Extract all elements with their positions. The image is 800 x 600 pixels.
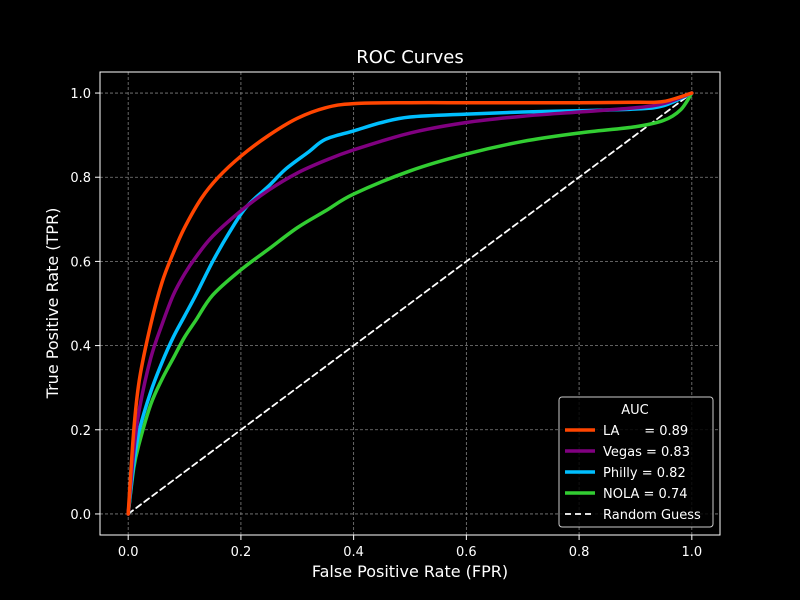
x-axis-ticks: 0.0 0.2 0.4 0.6 0.8 1.0 (118, 535, 702, 560)
legend-label-la: LA = 0.89 (603, 424, 688, 439)
series-line-nola (126, 91, 694, 516)
series-layer (126, 91, 694, 516)
x-tick-label: 1.0 (681, 545, 702, 560)
legend-box (558, 396, 714, 528)
legend-label-philly: Philly = 0.82 (603, 466, 686, 481)
y-tick-label: 1.0 (70, 87, 91, 102)
chart-title: ROC Curves (356, 47, 463, 68)
series-line-philly (126, 91, 694, 516)
x-tick-label: 0.6 (456, 545, 477, 560)
x-tick-label: 0.8 (569, 545, 590, 560)
y-tick-label: 0.2 (70, 424, 91, 439)
y-tick-label: 0.4 (70, 340, 91, 355)
x-tick-label: 0.0 (118, 545, 139, 560)
series-line-vegas (126, 91, 694, 516)
y-axis-title: True Positive Rate (TPR) (43, 208, 62, 400)
legend-label-random-guess: Random Guess (603, 508, 701, 523)
series-line-la (126, 91, 694, 516)
y-tick-label: 0.0 (70, 508, 91, 523)
x-tick-label: 0.4 (343, 545, 364, 560)
legend-label-vegas: Vegas = 0.83 (603, 445, 690, 460)
y-axis-ticks: 0.0 0.2 0.4 0.6 0.8 1.0 (70, 87, 100, 523)
legend: AUC LA = 0.89 Vegas = 0.83 Philly = 0.82 NOL… (558, 396, 714, 528)
y-tick-label: 0.6 (70, 255, 91, 270)
legend-label-nola: NOLA = 0.74 (603, 487, 688, 502)
plot-frame (99, 71, 721, 536)
plot-border (99, 71, 721, 536)
x-tick-label: 0.2 (231, 545, 252, 560)
legend-title: AUC (621, 403, 649, 418)
series-line-random-guess (127, 92, 693, 515)
y-tick-label: 0.8 (70, 171, 91, 186)
x-axis-title: False Positive Rate (FPR) (312, 562, 508, 581)
